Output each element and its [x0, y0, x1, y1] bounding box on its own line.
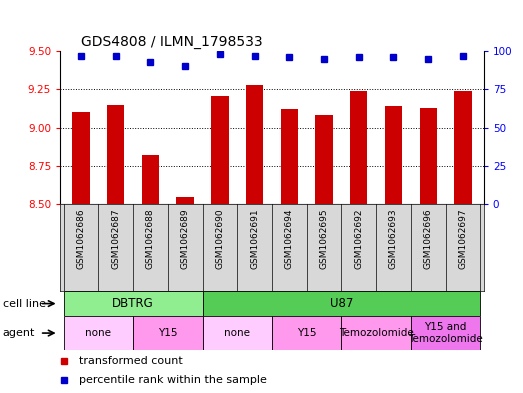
Text: GSM1062690: GSM1062690: [215, 209, 224, 269]
Text: GSM1062694: GSM1062694: [285, 209, 294, 269]
Text: GSM1062693: GSM1062693: [389, 209, 398, 269]
Text: percentile rank within the sample: percentile rank within the sample: [79, 375, 267, 385]
Bar: [176, 196, 194, 204]
Bar: [133, 316, 202, 350]
Bar: [350, 91, 368, 204]
Bar: [315, 116, 333, 204]
Bar: [64, 316, 133, 350]
Bar: [419, 108, 437, 204]
Text: GSM1062695: GSM1062695: [320, 209, 328, 269]
Text: GSM1062686: GSM1062686: [76, 209, 85, 269]
Text: Temozolomide: Temozolomide: [339, 328, 414, 338]
Bar: [107, 105, 124, 204]
Text: none: none: [224, 328, 250, 338]
Bar: [64, 291, 202, 316]
Text: transformed count: transformed count: [79, 356, 183, 366]
Bar: [411, 316, 480, 350]
Bar: [202, 316, 272, 350]
Bar: [202, 291, 480, 316]
Text: GSM1062687: GSM1062687: [111, 209, 120, 269]
Bar: [72, 112, 89, 204]
Bar: [142, 155, 159, 204]
Text: Y15: Y15: [158, 328, 177, 338]
Text: GSM1062689: GSM1062689: [180, 209, 190, 269]
Bar: [272, 316, 342, 350]
Text: GDS4808 / ILMN_1798533: GDS4808 / ILMN_1798533: [82, 35, 263, 49]
Bar: [342, 316, 411, 350]
Text: U87: U87: [329, 297, 353, 310]
Text: GSM1062696: GSM1062696: [424, 209, 433, 269]
Bar: [211, 95, 229, 204]
Bar: [246, 85, 263, 204]
Text: GSM1062691: GSM1062691: [250, 209, 259, 269]
Text: DBTRG: DBTRG: [112, 297, 154, 310]
Text: GSM1062697: GSM1062697: [459, 209, 468, 269]
Text: GSM1062688: GSM1062688: [146, 209, 155, 269]
Text: Y15 and
Temozolomide: Y15 and Temozolomide: [408, 322, 483, 344]
Text: none: none: [85, 328, 111, 338]
Bar: [281, 109, 298, 204]
Text: cell line: cell line: [3, 299, 46, 309]
Text: agent: agent: [3, 328, 35, 338]
Text: Y15: Y15: [297, 328, 316, 338]
Bar: [454, 91, 472, 204]
Text: GSM1062692: GSM1062692: [354, 209, 363, 269]
Bar: [385, 106, 402, 204]
